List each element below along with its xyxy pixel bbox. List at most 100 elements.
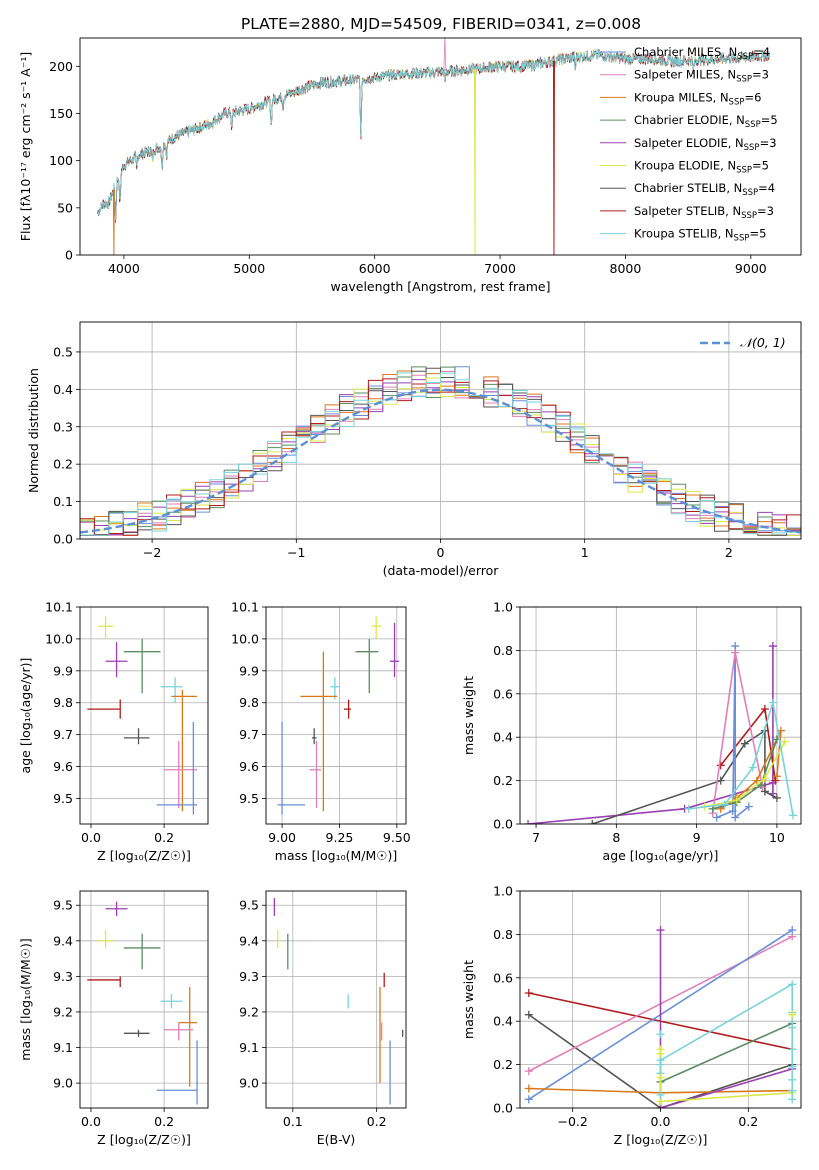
plus-marker: [788, 1095, 797, 1104]
weight-lines: [524, 926, 797, 1108]
legend-sub: SSP: [742, 188, 758, 198]
plus-marker: [760, 774, 769, 783]
x-tick-label: 8000: [610, 261, 642, 276]
y-tick-label: 9.4: [239, 933, 259, 948]
y-tick-label: 0.6: [493, 686, 513, 701]
y-tick-label: 0.4: [53, 382, 73, 397]
plus-marker: [524, 988, 533, 997]
z-weight-panel: −0.2 0.0 0.2 0.0 0.2 0.4 0.6 0.8 1.0 Z [log₁₀(Z/Z…: [461, 884, 802, 1147]
legend-main: Kroupa STELIB, N: [634, 227, 734, 241]
histogram-series: [80, 378, 801, 539]
figure-title: PLATE=2880, MJD=54509, FIBERID=0341, z=0…: [241, 15, 641, 33]
y-tick-label: 9.0: [53, 1076, 73, 1091]
y-tick-label: 9.3: [239, 969, 259, 984]
plus-marker: [748, 763, 757, 772]
y-tick-label: 0.8: [493, 643, 513, 658]
y-tick-label: 9.2: [53, 1004, 73, 1019]
legend-sub: SSP: [729, 97, 745, 107]
legend-main: Kroupa ELODIE, N: [634, 159, 736, 173]
y-tick-label: 0.8: [493, 927, 513, 942]
legend-label: Salpeter MILES, NSSP=3: [634, 68, 769, 85]
y-tick-label: 0: [65, 248, 73, 263]
legend-sub: SSP: [734, 234, 750, 244]
plus-marker: [788, 1075, 797, 1084]
x-tick-label: −2: [143, 545, 161, 560]
y-tick-label: 10.0: [231, 631, 259, 646]
y-tick-label: 10.0: [45, 631, 73, 646]
legend-tail: =3: [760, 136, 777, 150]
plus-marker: [788, 1023, 797, 1032]
legend-tail: =4: [758, 181, 775, 195]
plus-marker: [656, 1090, 665, 1099]
plus-marker: [788, 980, 797, 989]
spectrum-emission-line: [443, 38, 447, 72]
axes-frame: [79, 37, 802, 256]
plus-marker: [684, 804, 693, 813]
histogram-group: [80, 366, 801, 539]
weight-series-line: [704, 741, 786, 808]
y-axis-label: mass [log₁₀(M/M☉)]: [18, 938, 33, 1060]
y-tick-label: 9.1: [53, 1040, 73, 1055]
x-axis-label: E(B-V): [317, 1132, 356, 1147]
legend-label: Salpeter ELODIE, NSSP=3: [634, 136, 777, 153]
x-tick-label: 10: [769, 830, 785, 845]
y-axis-label: age [log₁₀(age/yr)]: [18, 658, 33, 774]
axes-frame: [79, 606, 209, 825]
x-tick-label: 0.2: [154, 830, 174, 845]
y-tick-label: 9.6: [53, 759, 73, 774]
y-axis-label: Flux [fλ10⁻¹⁷ erg cm⁻² s⁻¹ A⁻¹]: [18, 52, 33, 241]
legend-main: Salpeter ELODIE, N: [634, 136, 744, 150]
spectrum-lines: [97, 38, 771, 255]
plus-marker: [524, 1095, 533, 1104]
plus-marker: [788, 1010, 797, 1019]
plus-marker: [588, 820, 597, 824]
x-tick-label: 9000: [735, 261, 767, 276]
residuals-panel: −2 −1 0 1 2 0.0 0.1 0.2 0.3 0.4 0.5 (data-model)/er…: [26, 321, 802, 578]
spectrum-dropout-line: [552, 60, 555, 255]
legend-main: Kroupa MILES, N: [634, 90, 729, 104]
y-tick-label: 0.2: [493, 1057, 513, 1072]
plus-marker: [524, 1067, 533, 1076]
x-tick-label: 0.2: [367, 1114, 387, 1129]
legend-label: Chabrier STELIB, NSSP=4: [634, 181, 775, 198]
legend-tail: =5: [752, 159, 769, 173]
y-tick-label: 0.5: [53, 344, 73, 359]
x-axis-label: mass [log₁₀(M/M☉)]: [275, 848, 397, 863]
y-tick-label: 0.1: [53, 494, 73, 509]
y-tick-label: 0.0: [53, 532, 73, 547]
x-tick-label: 9.25: [326, 830, 354, 845]
legend-label: Kroupa MILES, NSSP=6: [634, 90, 761, 107]
legend-label: Chabrier MILES, NSSP=4: [634, 45, 770, 62]
plus-marker: [788, 1086, 797, 1095]
legend-sub: SSP: [737, 52, 753, 62]
weight-series-line: [659, 930, 793, 1108]
x-tick-label: −1: [287, 545, 305, 560]
y-tick-label: 9.2: [239, 1004, 259, 1019]
y-tick-label: 9.8: [239, 695, 259, 710]
weight-series-line: [528, 1014, 793, 1108]
x-tick-label: 0.0: [81, 1114, 101, 1129]
plus-marker: [740, 739, 749, 748]
axes-frame: [265, 606, 407, 825]
y-tick-label: 200: [49, 59, 73, 74]
legend-tail: =6: [744, 90, 761, 104]
y-tick-label: 1.0: [493, 884, 513, 899]
legend-sub: SSP: [736, 166, 752, 176]
y-tick-label: 9.6: [239, 759, 259, 774]
y-tick-label: 10.1: [45, 600, 73, 615]
legend-label: Kroupa ELODIE, NSSP=5: [634, 159, 769, 176]
y-tick-label: 9.1: [239, 1040, 259, 1055]
y-tick-label: 10.1: [231, 600, 259, 615]
y-tick-label: 0.2: [53, 457, 73, 472]
legend-sub: SSP: [741, 211, 757, 221]
legend-main: Salpeter MILES, N: [634, 68, 736, 82]
y-tick-label: 9.5: [53, 791, 73, 806]
x-tick-label: 0.1: [283, 1114, 303, 1129]
plus-marker: [744, 802, 753, 811]
axes-frame: [79, 321, 802, 540]
legend-main: Salpeter STELIB, N: [634, 204, 741, 218]
plus-marker: [656, 1030, 665, 1039]
legend-tail: =5: [761, 113, 778, 127]
plus-marker: [788, 1045, 797, 1054]
y-axis-label: mass weight: [461, 960, 476, 1039]
